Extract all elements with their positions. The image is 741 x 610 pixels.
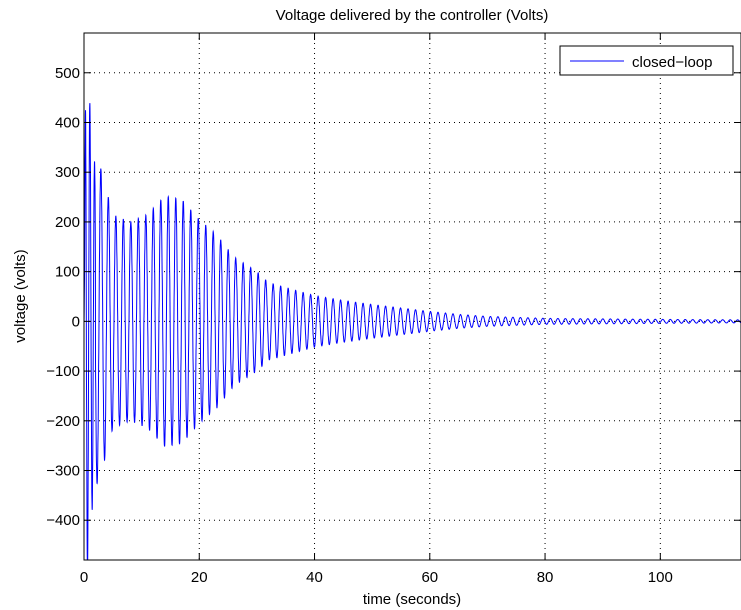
tick-labels: 0 20 40 60 80 100 −400 −300 −200 −100 0 100 200 300 40… bbox=[46, 65, 673, 586]
plot-area bbox=[83, 103, 741, 561]
grid-lines bbox=[84, 33, 741, 560]
y-tick-label: −100 bbox=[46, 363, 80, 380]
y-tick-label: −300 bbox=[46, 463, 80, 480]
legend-label-closed-loop: closed−loop bbox=[632, 54, 712, 71]
legend: closed−loop bbox=[559, 45, 734, 76]
x-tick-label: 20 bbox=[191, 569, 208, 586]
x-tick-label: 100 bbox=[648, 569, 673, 586]
plot-frame bbox=[83, 32, 741, 561]
x-tick-label: 80 bbox=[537, 569, 554, 586]
axis-ticks bbox=[83, 33, 741, 560]
chart-title: Voltage delivered by the controller (Vol… bbox=[276, 7, 549, 24]
y-tick-label: 100 bbox=[55, 264, 80, 281]
y-tick-label: 300 bbox=[55, 164, 80, 181]
y-tick-label: −400 bbox=[46, 512, 80, 529]
y-tick-label: 0 bbox=[72, 313, 80, 330]
x-tick-label: 40 bbox=[306, 569, 323, 586]
y-tick-label: 200 bbox=[55, 214, 80, 231]
y-tick-label: −200 bbox=[46, 413, 80, 430]
series-line-closed-loop bbox=[83, 103, 741, 561]
x-axis-title: time (seconds) bbox=[363, 591, 461, 608]
y-tick-label: 400 bbox=[55, 114, 80, 131]
x-tick-label: 0 bbox=[80, 569, 88, 586]
y-axis-title: voltage (volts) bbox=[12, 249, 29, 342]
x-tick-label: 60 bbox=[421, 569, 438, 586]
y-tick-label: 500 bbox=[55, 65, 80, 82]
